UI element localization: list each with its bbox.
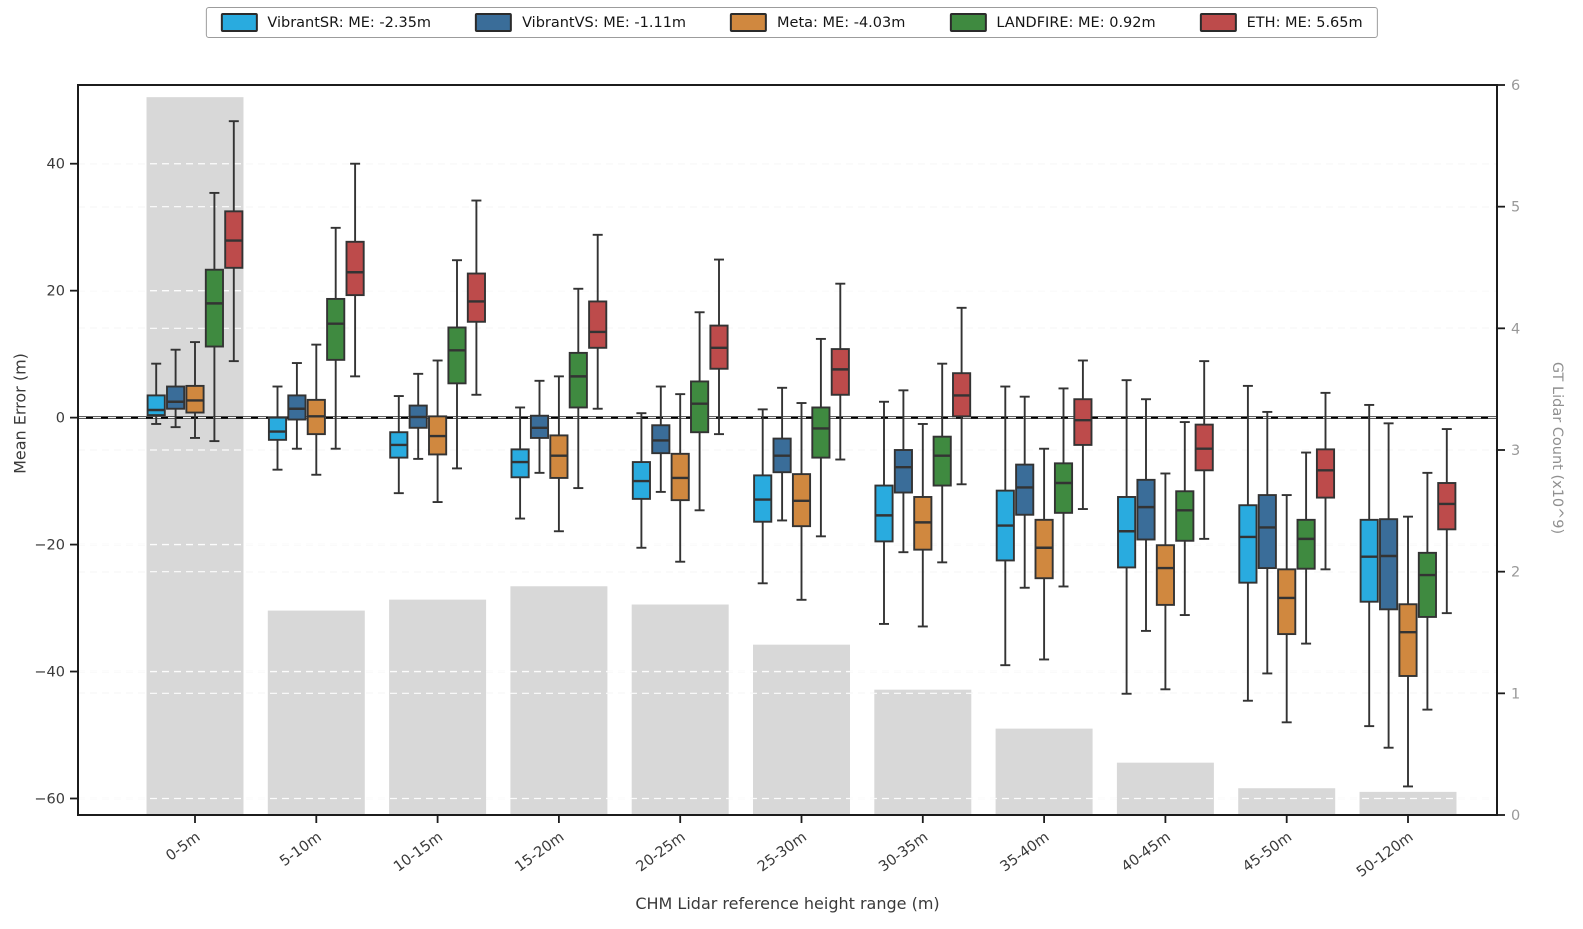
boxplot-box-vibrantvs bbox=[1136, 478, 1156, 541]
count-bar bbox=[995, 728, 1093, 815]
boxplot-box-eth bbox=[1194, 423, 1214, 472]
boxplot-box-vibrantvs bbox=[166, 385, 186, 410]
count-bar bbox=[631, 604, 729, 815]
y-tick-label-left: −40 bbox=[34, 665, 65, 681]
x-tick-label: 40-45m bbox=[1119, 829, 1174, 875]
x-tick-label: 30-35m bbox=[876, 829, 931, 875]
x-tick-label: 20-25m bbox=[634, 829, 689, 875]
y-tick-label-left: 0 bbox=[56, 411, 65, 427]
legend: VibrantSR: ME: -2.35m VibrantVS: ME: -1.… bbox=[205, 7, 1378, 38]
boxplot-box-meta bbox=[1277, 568, 1297, 636]
boxplot-box-eth bbox=[1073, 398, 1093, 446]
boxplot-box-vibrantvs bbox=[287, 394, 307, 421]
count-bar bbox=[1116, 762, 1214, 815]
legend-item-vibrantvs: VibrantVS: ME: -1.11m bbox=[475, 13, 686, 32]
boxplot-box-vibrantsr bbox=[510, 448, 530, 479]
boxplot-box-vibrantsr bbox=[1238, 504, 1258, 584]
y-tick-label-right: 1 bbox=[1511, 686, 1520, 702]
boxplot-box-landfire bbox=[932, 435, 952, 487]
legend-swatch-vibrantsr bbox=[220, 13, 258, 32]
y-tick-label-left: −20 bbox=[34, 538, 65, 554]
x-tick-label: 45-50m bbox=[1240, 829, 1295, 875]
boxplot-box-vibrantvs bbox=[893, 449, 913, 494]
legend-swatch-landfire bbox=[949, 13, 987, 32]
x-tick-label: 0-5m bbox=[163, 829, 203, 864]
legend-item-landfire: LANDFIRE: ME: 0.92m bbox=[949, 13, 1156, 32]
boxplot-box-eth bbox=[830, 348, 850, 396]
legend-swatch-vibrantvs bbox=[475, 13, 513, 32]
boxplot-box-landfire bbox=[204, 268, 224, 348]
legend-label-vibrantvs: VibrantVS: ME: -1.11m bbox=[522, 14, 687, 31]
x-tick-label: 25-30m bbox=[755, 829, 810, 875]
boxplot-box-vibrantvs bbox=[1379, 518, 1399, 611]
boxplot-box-eth bbox=[345, 240, 365, 297]
boxplot-box-meta bbox=[1034, 518, 1054, 580]
legend-item-eth: ETH: ME: 5.65m bbox=[1199, 13, 1363, 32]
boxplot-box-vibrantsr bbox=[874, 484, 894, 543]
count-bar bbox=[510, 586, 608, 815]
count-bar bbox=[753, 644, 850, 815]
y-tick-label-left: 40 bbox=[47, 157, 65, 173]
boxplot-box-vibrantvs bbox=[1257, 494, 1277, 570]
boxplot-box-landfire bbox=[568, 351, 588, 409]
x-tick-label: 5-10m bbox=[277, 829, 324, 870]
legend-label-landfire: LANDFIRE: ME: 0.92m bbox=[996, 14, 1156, 31]
x-tick-label: 50-120m bbox=[1354, 829, 1416, 880]
y-tick-label-right: 2 bbox=[1511, 565, 1520, 581]
y-tick-label-right: 3 bbox=[1511, 443, 1520, 459]
boxplot-box-eth bbox=[588, 300, 608, 349]
y-axis-label-left: Mean Error (m) bbox=[10, 353, 30, 474]
boxplot-box-eth bbox=[1315, 448, 1336, 499]
boxplot-box-landfire bbox=[1053, 462, 1074, 514]
x-axis-label: CHM Lidar reference height range (m) bbox=[635, 894, 940, 913]
legend-item-meta: Meta: ME: -4.03m bbox=[730, 13, 905, 32]
legend-label-vibrantsr: VibrantSR: ME: -2.35m bbox=[267, 14, 432, 31]
y-tick-label-left: −60 bbox=[34, 791, 65, 807]
boxplot-box-landfire bbox=[1175, 490, 1195, 542]
count-bar bbox=[267, 610, 365, 815]
y-tick-label-right: 4 bbox=[1511, 321, 1520, 337]
x-tick-label: 15-20m bbox=[512, 829, 567, 875]
count-bar bbox=[1238, 788, 1336, 815]
boxplot-box-landfire bbox=[1296, 518, 1316, 570]
boxplot-box-vibrantvs bbox=[1015, 463, 1035, 516]
boxplot-box-meta bbox=[1398, 603, 1418, 677]
boxplot-box-meta bbox=[185, 384, 205, 414]
count-bar bbox=[146, 97, 244, 815]
legend-swatch-meta bbox=[730, 13, 768, 32]
x-tick-label: 10-15m bbox=[391, 829, 446, 875]
y-tick-label-left: 20 bbox=[47, 284, 65, 300]
count-bar bbox=[874, 689, 972, 815]
boxplot-box-vibrantvs bbox=[651, 424, 671, 455]
legend-label-meta: Meta: ME: -4.03m bbox=[777, 14, 906, 31]
count-bar bbox=[389, 599, 487, 815]
boxplot-box-landfire bbox=[1417, 551, 1437, 618]
y-tick-label-right: 5 bbox=[1511, 200, 1520, 216]
legend-label-eth: ETH: ME: 5.65m bbox=[1246, 14, 1363, 31]
x-tick-label: 35-40m bbox=[998, 829, 1053, 875]
y-axis-label-right: GT Lidar Count (x10^9) bbox=[1549, 361, 1565, 535]
boxplot-box-landfire bbox=[326, 297, 346, 361]
boxplot-box-vibrantsr bbox=[267, 416, 288, 441]
boxplot-box-vibrantsr bbox=[146, 394, 166, 417]
boxplot-box-landfire bbox=[447, 326, 467, 385]
boxplot-box-landfire bbox=[811, 406, 831, 459]
boxplot-box-eth bbox=[1437, 482, 1457, 531]
legend-item-vibrantsr: VibrantSR: ME: -2.35m bbox=[220, 13, 431, 32]
boxplot-box-eth bbox=[466, 272, 486, 323]
y-tick-label-right: 0 bbox=[1511, 808, 1520, 824]
count-bar bbox=[1359, 791, 1457, 815]
y-tick-label-right: 6 bbox=[1511, 78, 1520, 94]
boxplot-box-vibrantsr bbox=[1359, 518, 1379, 603]
boxplot-box-landfire bbox=[690, 380, 710, 434]
boxplot-box-meta bbox=[1155, 544, 1175, 606]
legend-swatch-eth bbox=[1199, 13, 1237, 32]
